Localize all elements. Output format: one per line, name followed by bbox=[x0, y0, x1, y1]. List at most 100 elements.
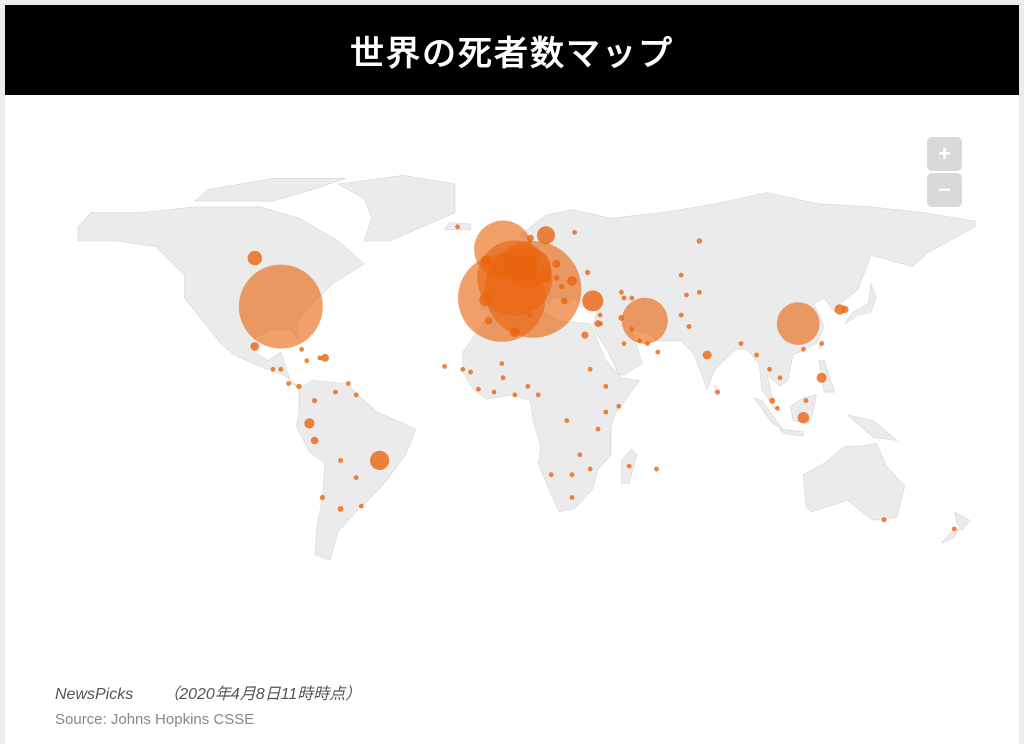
death-bubble[interactable] bbox=[803, 398, 809, 403]
death-bubble[interactable] bbox=[535, 392, 541, 398]
death-bubble[interactable] bbox=[577, 452, 583, 458]
death-bubble[interactable] bbox=[775, 405, 780, 411]
death-bubble[interactable] bbox=[480, 255, 492, 267]
death-bubble[interactable] bbox=[572, 230, 577, 235]
death-bubble[interactable] bbox=[637, 338, 642, 344]
death-bubble[interactable] bbox=[715, 389, 720, 395]
death-bubble[interactable] bbox=[616, 403, 622, 409]
death-bubble[interactable] bbox=[684, 292, 689, 298]
death-bubble[interactable] bbox=[645, 341, 650, 346]
death-bubble[interactable] bbox=[537, 226, 555, 245]
death-bubble[interactable] bbox=[767, 366, 772, 372]
death-bubble[interactable] bbox=[841, 305, 849, 313]
death-bubble[interactable] bbox=[629, 327, 635, 332]
death-bubble[interactable] bbox=[499, 361, 505, 366]
death-bubble[interactable] bbox=[485, 317, 493, 325]
death-bubble[interactable] bbox=[587, 366, 593, 372]
death-bubble[interactable] bbox=[346, 381, 351, 386]
death-bubble[interactable] bbox=[881, 517, 887, 523]
death-bubble[interactable] bbox=[548, 472, 554, 478]
death-bubble[interactable] bbox=[476, 386, 481, 392]
death-bubble[interactable] bbox=[597, 312, 603, 318]
death-bubble[interactable] bbox=[455, 224, 460, 230]
death-bubble[interactable] bbox=[603, 409, 609, 415]
death-bubble[interactable] bbox=[247, 250, 262, 266]
death-bubble[interactable] bbox=[543, 266, 551, 274]
death-bubble[interactable] bbox=[567, 276, 577, 286]
death-bubble[interactable] bbox=[769, 397, 776, 404]
death-bubble[interactable] bbox=[595, 426, 601, 432]
death-bubble[interactable] bbox=[629, 295, 635, 301]
death-bubble[interactable] bbox=[353, 475, 359, 480]
death-bubble[interactable] bbox=[299, 346, 304, 352]
death-bubble[interactable] bbox=[621, 341, 627, 346]
death-bubble[interactable] bbox=[517, 268, 539, 290]
death-bubble[interactable] bbox=[696, 238, 703, 244]
death-bubble[interactable] bbox=[654, 466, 659, 472]
death-bubble[interactable] bbox=[621, 297, 668, 344]
death-bubble[interactable] bbox=[603, 384, 609, 389]
death-bubble[interactable] bbox=[553, 275, 560, 281]
death-bubble[interactable] bbox=[569, 495, 575, 500]
death-bubble[interactable] bbox=[816, 372, 827, 383]
death-bubble[interactable] bbox=[686, 324, 692, 329]
death-bubble[interactable] bbox=[738, 341, 744, 346]
death-bubble[interactable] bbox=[777, 375, 783, 381]
death-bubble[interactable] bbox=[559, 284, 565, 290]
death-bubble[interactable] bbox=[619, 289, 624, 295]
death-bubble[interactable] bbox=[697, 289, 702, 295]
death-bubble[interactable] bbox=[321, 353, 329, 362]
death-bubble[interactable] bbox=[587, 466, 593, 472]
death-bubble[interactable] bbox=[317, 355, 323, 361]
death-bubble[interactable] bbox=[491, 389, 497, 395]
death-bubble[interactable] bbox=[626, 463, 632, 469]
death-bubble[interactable] bbox=[797, 412, 810, 424]
death-bubble[interactable] bbox=[512, 392, 518, 398]
death-bubble[interactable] bbox=[569, 472, 575, 478]
death-bubble[interactable] bbox=[304, 418, 315, 429]
death-bubble[interactable] bbox=[776, 302, 820, 345]
death-bubble[interactable] bbox=[526, 234, 534, 242]
death-bubble[interactable] bbox=[801, 346, 806, 352]
death-bubble[interactable] bbox=[370, 450, 390, 470]
death-bubble[interactable] bbox=[509, 327, 520, 338]
death-bubble[interactable] bbox=[500, 375, 506, 381]
death-bubble[interactable] bbox=[286, 381, 291, 386]
death-bubble[interactable] bbox=[564, 418, 570, 423]
world-map[interactable] bbox=[5, 95, 1019, 655]
zoom-in-button[interactable]: + bbox=[927, 137, 962, 171]
zoom-out-button[interactable]: − bbox=[927, 173, 962, 207]
death-bubble[interactable] bbox=[333, 389, 338, 395]
death-bubble[interactable] bbox=[621, 295, 627, 301]
death-bubble[interactable] bbox=[337, 506, 344, 512]
death-bubble[interactable] bbox=[310, 436, 319, 445]
death-bubble[interactable] bbox=[525, 384, 531, 389]
death-bubble[interactable] bbox=[819, 341, 824, 346]
death-bubble[interactable] bbox=[618, 314, 625, 321]
death-bubble[interactable] bbox=[442, 364, 447, 369]
death-bubble[interactable] bbox=[527, 247, 539, 258]
death-bubble[interactable] bbox=[312, 398, 318, 404]
death-bubble[interactable] bbox=[319, 494, 325, 501]
death-bubble[interactable] bbox=[353, 392, 359, 398]
death-bubble[interactable] bbox=[584, 269, 591, 276]
death-bubble[interactable] bbox=[460, 366, 466, 372]
death-bubble[interactable] bbox=[238, 264, 323, 349]
death-bubble[interactable] bbox=[951, 526, 957, 532]
death-bubble[interactable] bbox=[359, 503, 364, 509]
death-bubble[interactable] bbox=[468, 369, 473, 375]
death-bubble[interactable] bbox=[582, 290, 604, 312]
death-bubble[interactable] bbox=[678, 272, 684, 278]
death-bubble[interactable] bbox=[581, 331, 589, 339]
death-bubble[interactable] bbox=[479, 292, 494, 307]
death-bubble[interactable] bbox=[338, 458, 343, 463]
death-bubble[interactable] bbox=[528, 312, 533, 318]
death-bubble[interactable] bbox=[552, 259, 561, 268]
death-bubble[interactable] bbox=[250, 342, 260, 351]
death-bubble[interactable] bbox=[702, 350, 712, 360]
death-bubble[interactable] bbox=[678, 312, 684, 318]
death-bubble[interactable] bbox=[754, 352, 759, 358]
death-bubble[interactable] bbox=[560, 297, 568, 305]
death-bubble[interactable] bbox=[270, 366, 276, 372]
death-bubble[interactable] bbox=[296, 383, 302, 390]
